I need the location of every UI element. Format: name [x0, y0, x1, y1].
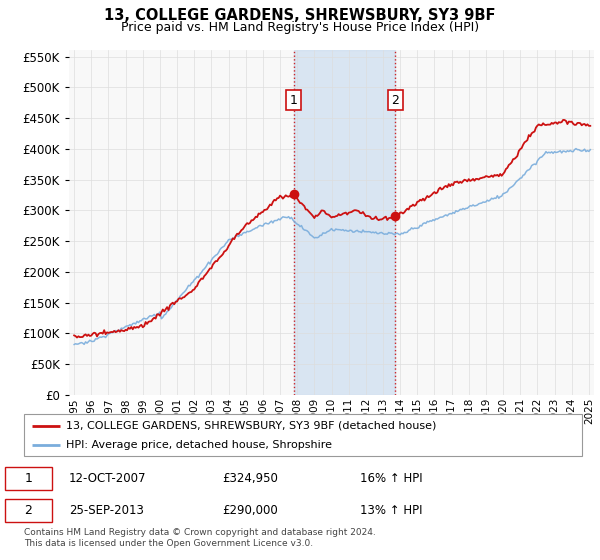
- Text: Price paid vs. HM Land Registry's House Price Index (HPI): Price paid vs. HM Land Registry's House …: [121, 21, 479, 34]
- Text: 1: 1: [24, 472, 32, 485]
- FancyBboxPatch shape: [5, 466, 52, 490]
- Bar: [293, 50, 395, 395]
- Text: Contains HM Land Registry data © Crown copyright and database right 2024.
This d: Contains HM Land Registry data © Crown c…: [24, 528, 376, 548]
- Text: £324,950: £324,950: [222, 472, 278, 485]
- Text: 1: 1: [290, 94, 298, 107]
- Text: 12-OCT-2007: 12-OCT-2007: [69, 472, 146, 485]
- Text: 13, COLLEGE GARDENS, SHREWSBURY, SY3 9BF (detached house): 13, COLLEGE GARDENS, SHREWSBURY, SY3 9BF…: [66, 421, 436, 431]
- Text: HPI: Average price, detached house, Shropshire: HPI: Average price, detached house, Shro…: [66, 440, 332, 450]
- Text: 25-SEP-2013: 25-SEP-2013: [69, 503, 144, 517]
- Text: 13, COLLEGE GARDENS, SHREWSBURY, SY3 9BF: 13, COLLEGE GARDENS, SHREWSBURY, SY3 9BF: [104, 8, 496, 24]
- Text: £290,000: £290,000: [222, 503, 278, 517]
- Text: 13% ↑ HPI: 13% ↑ HPI: [360, 503, 422, 517]
- Text: 2: 2: [392, 94, 400, 107]
- Text: 16% ↑ HPI: 16% ↑ HPI: [360, 472, 422, 485]
- FancyBboxPatch shape: [24, 414, 582, 456]
- Text: 2: 2: [24, 503, 32, 517]
- FancyBboxPatch shape: [5, 498, 52, 522]
